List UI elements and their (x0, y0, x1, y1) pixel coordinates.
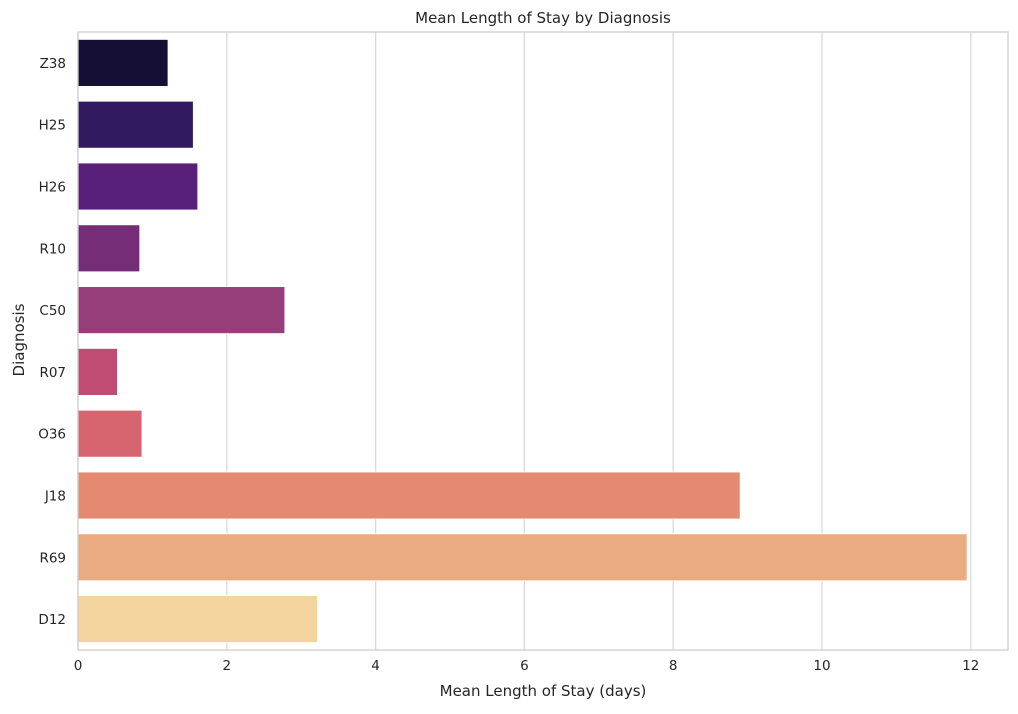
bar-j18 (77, 471, 741, 520)
x-tick-labels: 0 2 4 6 8 10 12 (74, 658, 980, 674)
bar-h26 (77, 162, 199, 211)
bar-z38 (77, 39, 169, 87)
y-tick-label: O36 (38, 427, 66, 443)
bars (77, 39, 968, 643)
bar-c50 (77, 286, 286, 334)
bar-r07 (77, 348, 118, 396)
x-tick-label: 10 (813, 658, 830, 674)
bar-o36 (77, 409, 143, 458)
bar-r69 (77, 533, 968, 582)
chart-title: Mean Length of Stay by Diagnosis (415, 9, 671, 27)
bar-r10 (77, 224, 141, 273)
x-tick-label: 2 (223, 658, 232, 674)
y-tick-label: J18 (44, 489, 66, 505)
y-tick-label: R07 (39, 365, 66, 381)
y-tick-label: H26 (39, 180, 66, 196)
y-tick-label: C50 (39, 303, 66, 319)
y-tick-label: H25 (39, 118, 66, 134)
x-tick-label: 12 (962, 658, 979, 674)
plot-frame (77, 31, 1009, 651)
y-tick-labels: Z38 H25 H26 R10 C50 R07 O36 J18 R69 D12 (38, 56, 66, 628)
grid-lines (77, 32, 972, 650)
x-tick-label: 8 (669, 658, 678, 674)
y-tick-label: D12 (38, 612, 66, 628)
x-tick-label: 6 (520, 658, 529, 674)
y-axis-label: Diagnosis (10, 303, 28, 376)
x-tick-label: 0 (74, 658, 83, 674)
y-tick-label: R69 (39, 550, 66, 566)
x-tick-label: 4 (371, 658, 380, 674)
y-tick-label: Z38 (40, 56, 66, 72)
y-tick-label: R10 (39, 241, 66, 257)
x-axis-label: Mean Length of Stay (days) (440, 682, 647, 700)
bar-d12 (77, 595, 318, 643)
bar-h25 (77, 100, 194, 149)
